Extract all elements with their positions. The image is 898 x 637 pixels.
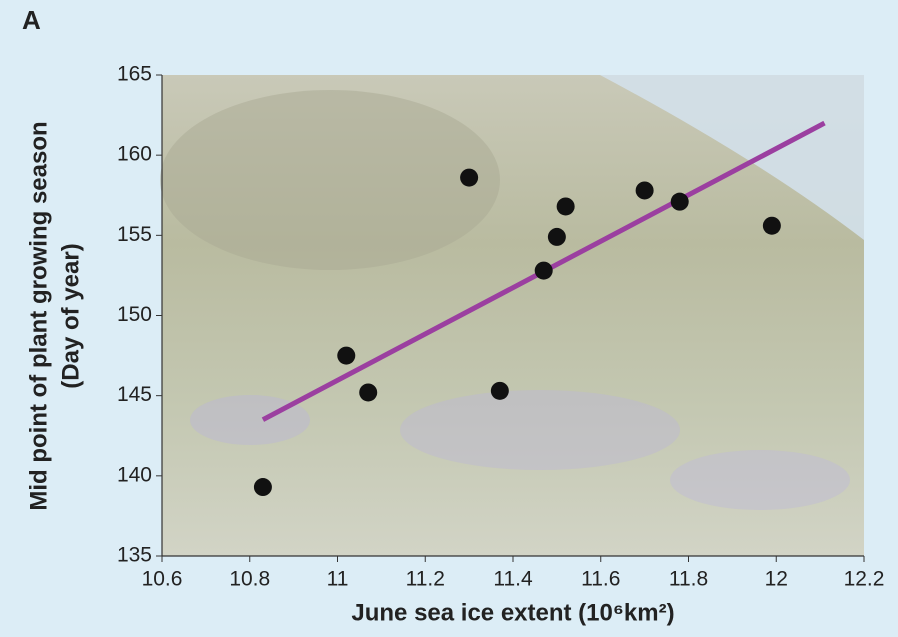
x-tick-label: 11 bbox=[327, 568, 349, 591]
data-point bbox=[534, 261, 553, 280]
x-tick-label: 10.6 bbox=[142, 568, 183, 591]
data-point bbox=[460, 168, 479, 187]
y-tick-label: 135 bbox=[117, 544, 152, 567]
y-tick-label: 140 bbox=[117, 463, 152, 486]
data-point bbox=[556, 197, 575, 216]
panel-label: A bbox=[22, 5, 41, 35]
data-point bbox=[762, 216, 781, 235]
data-point bbox=[359, 383, 378, 402]
y-tick-label: 145 bbox=[117, 383, 152, 406]
x-tick-label: 11.8 bbox=[669, 568, 708, 591]
y-tick-label: 165 bbox=[117, 63, 152, 86]
data-point bbox=[490, 381, 509, 400]
x-tick-label: 11.4 bbox=[493, 568, 533, 591]
data-point bbox=[670, 192, 689, 211]
y-tick-label: 160 bbox=[117, 143, 152, 166]
data-point bbox=[337, 346, 356, 365]
plot-background bbox=[160, 75, 864, 556]
data-point bbox=[547, 227, 566, 246]
x-tick-label: 12 bbox=[765, 568, 788, 591]
y-axis-label: Mid point of plant growing season bbox=[25, 121, 52, 510]
x-tick-label: 10.8 bbox=[229, 568, 270, 591]
x-tick-label: 12.2 bbox=[844, 568, 885, 591]
y-tick-label: 155 bbox=[117, 223, 152, 246]
y-tick-label: 150 bbox=[117, 303, 152, 326]
x-axis-label: June sea ice extent (10⁶km²) bbox=[351, 599, 674, 626]
data-point bbox=[253, 478, 272, 497]
y-axis-label: (Day of year) bbox=[57, 243, 84, 388]
x-tick-label: 11.6 bbox=[581, 568, 620, 591]
x-tick-label: 11.2 bbox=[406, 568, 445, 591]
data-point bbox=[635, 181, 654, 200]
